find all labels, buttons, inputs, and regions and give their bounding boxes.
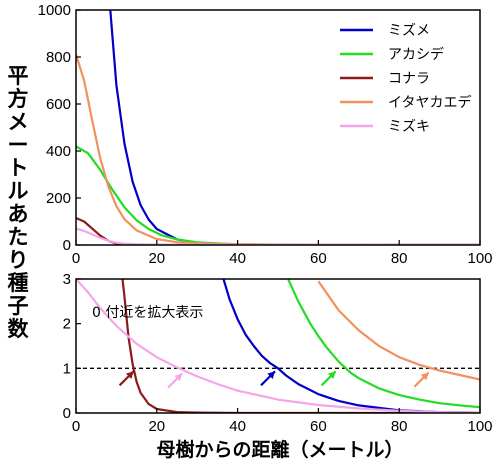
legend-label: ミズメ xyxy=(388,23,430,39)
arrow-4 xyxy=(413,371,430,388)
bottom-series-line-3 xyxy=(317,280,480,381)
arrow-3 xyxy=(320,370,337,387)
zoom-annotation: 0 付近を拡大表示 xyxy=(92,305,203,321)
arrow-1 xyxy=(167,372,183,389)
top-y-tick-label: 1000 xyxy=(38,2,71,19)
x-axis-label: 母樹からの距離（メートル） xyxy=(156,438,403,461)
top-y-tick-label: 400 xyxy=(46,143,71,160)
legend-label: アカシデ xyxy=(388,46,444,63)
legend-label: イタヤカエデ xyxy=(388,94,471,111)
bottom-axes-frame xyxy=(75,278,481,414)
top-x-tick-label: 40 xyxy=(229,250,246,267)
top-x-tick-label: 100 xyxy=(467,250,492,267)
legend-item-0: ミズメ xyxy=(340,23,430,39)
legend-label: ミズキ xyxy=(388,119,430,135)
bottom-series-line-2 xyxy=(121,279,480,413)
bottom-y-tick-label: 2 xyxy=(63,316,71,333)
bottom-x-tick-label: 60 xyxy=(310,418,327,435)
legend-item-1: アカシデ xyxy=(340,46,444,63)
legend-item-3: イタヤカエデ xyxy=(340,94,471,111)
bottom-x-tick-label: 100 xyxy=(467,418,492,435)
top-y-tick-label: 0 xyxy=(63,237,71,254)
bottom-y-tick-label: 3 xyxy=(63,271,71,288)
bottom-x-tick-label: 0 xyxy=(72,418,80,435)
top-y-tick-label: 600 xyxy=(46,96,71,113)
top-x-tick-label: 80 xyxy=(391,250,408,267)
top-axes-frame xyxy=(75,9,481,246)
arrow-2 xyxy=(260,370,276,387)
legend-item-2: コナラ xyxy=(340,71,430,87)
bottom-x-tick-label: 40 xyxy=(229,418,246,435)
bottom-y-tick-label: 0 xyxy=(63,405,71,422)
bottom-y-tick-label: 1 xyxy=(63,360,71,377)
top-y-tick-label: 800 xyxy=(46,49,71,66)
top-x-tick-label: 0 xyxy=(72,250,80,267)
top-x-tick-label: 20 xyxy=(148,250,165,267)
y-axis-label: 平方メートルあたり種子数 xyxy=(8,64,30,341)
bottom-panel: 0 20 40 60 80 100 0 1 2 3 xyxy=(63,271,493,435)
bottom-x-tick-label: 80 xyxy=(391,418,408,435)
arrow-0 xyxy=(118,370,135,387)
legend-item-4: ミズキ xyxy=(340,119,430,135)
bottom-series-line-0 xyxy=(222,279,480,413)
bottom-x-tick-label: 20 xyxy=(148,418,165,435)
legend-label: コナラ xyxy=(388,71,430,87)
top-y-tick-label: 200 xyxy=(46,190,71,207)
top-x-tick-label: 60 xyxy=(310,250,327,267)
bottom-series-line-4 xyxy=(76,279,480,413)
bottom-series-line-1 xyxy=(287,279,480,409)
